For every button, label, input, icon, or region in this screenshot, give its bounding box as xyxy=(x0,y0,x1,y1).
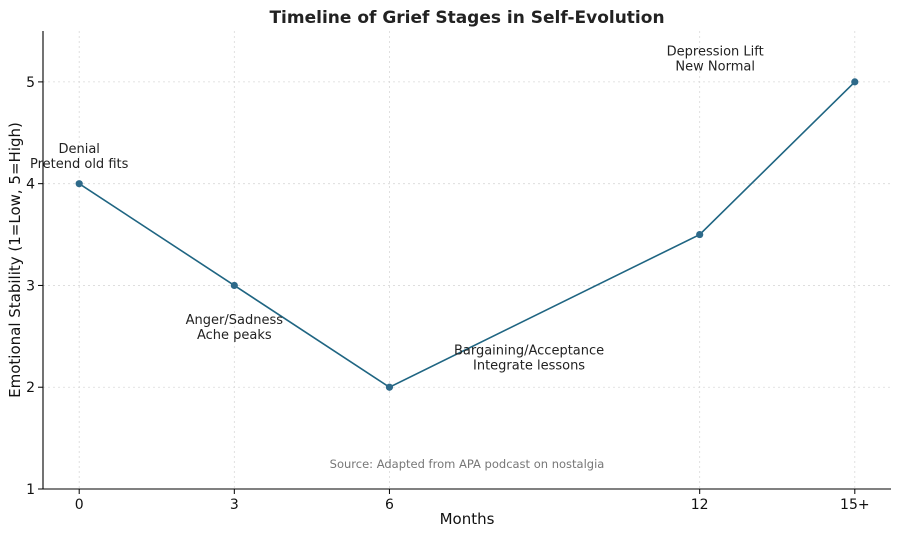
y-tick-label: 2 xyxy=(26,380,35,396)
data-point xyxy=(851,78,859,86)
annotation: Bargaining/Acceptance Integrate lessons xyxy=(454,344,604,374)
chart-title: Timeline of Grief Stages in Self-Evoluti… xyxy=(269,8,664,28)
annotations: Denial Pretend old fits Anger/Sadness Ache … xyxy=(30,44,764,373)
annotation: Denial Pretend old fits xyxy=(30,142,129,172)
x-tick-label: 15+ xyxy=(840,497,870,513)
source-note: Source: Adapted from APA podcast on nost… xyxy=(330,457,605,471)
y-tick-label: 3 xyxy=(26,278,35,294)
series-stability xyxy=(75,78,859,391)
data-point xyxy=(385,383,394,391)
y-tick-label: 4 xyxy=(26,177,35,193)
annotation: Anger/Sadness Ache peaks xyxy=(186,313,284,343)
y-axis-label: Emotional Stability (1=Low, 5=High) xyxy=(6,122,24,398)
data-point xyxy=(230,281,238,290)
series-line xyxy=(78,81,856,389)
x-tick-label: 3 xyxy=(230,497,239,513)
y-tick-label: 1 xyxy=(26,482,35,498)
data-point xyxy=(696,230,704,239)
x-axis-label: Months xyxy=(440,510,495,528)
x-tick-label: 6 xyxy=(385,497,394,513)
grid xyxy=(43,31,891,490)
data-point xyxy=(75,180,83,188)
annotation: Depression Lift New Normal xyxy=(667,44,764,74)
x-tick-label: 12 xyxy=(691,497,709,513)
y-tick-label: 5 xyxy=(26,75,35,91)
x-tick-label: 0 xyxy=(75,497,84,513)
